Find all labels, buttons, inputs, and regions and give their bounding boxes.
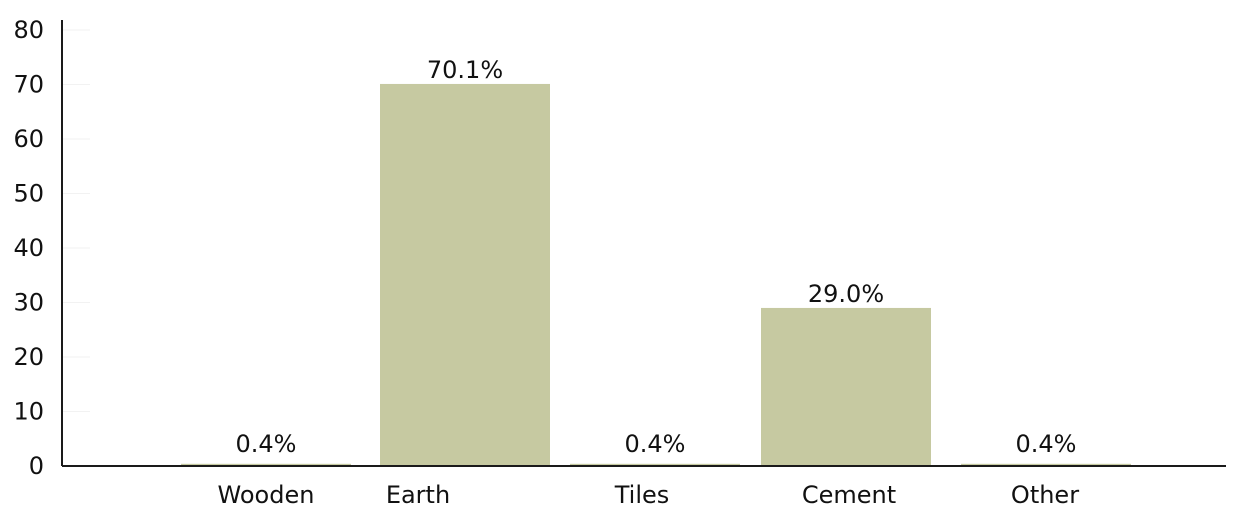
bar-other bbox=[961, 463, 1131, 466]
y-axis-ticks: 0 10 20 30 40 50 60 70 80 bbox=[13, 16, 90, 480]
bar-wooden bbox=[181, 463, 351, 466]
y-tick-label: 0 bbox=[29, 452, 44, 480]
data-label-cement: 29.0% bbox=[808, 280, 884, 308]
y-tick-label: 40 bbox=[13, 234, 44, 262]
y-tick-label: 10 bbox=[13, 398, 44, 426]
y-tick-label: 80 bbox=[13, 16, 44, 44]
y-tick-label: 70 bbox=[13, 71, 44, 99]
bar-cement bbox=[761, 307, 931, 466]
data-label-other: 0.4% bbox=[1016, 430, 1077, 458]
x-tick-label-wooden: Wooden bbox=[218, 481, 315, 506]
y-tick-label: 30 bbox=[13, 289, 44, 317]
y-tick-label: 60 bbox=[13, 125, 44, 153]
data-label-tiles: 0.4% bbox=[625, 430, 686, 458]
x-axis-labels: Wooden Earth Tiles Cement Other bbox=[218, 481, 1080, 506]
data-labels-group: 0.4% 70.1% 0.4% 29.0% 0.4% bbox=[236, 56, 1077, 458]
x-tick-label-other: Other bbox=[1011, 481, 1079, 506]
bars-group bbox=[181, 83, 1131, 466]
data-label-wooden: 0.4% bbox=[236, 430, 297, 458]
bar-tiles bbox=[570, 463, 740, 466]
y-tick-label: 20 bbox=[13, 343, 44, 371]
x-tick-label-earth: Earth bbox=[386, 481, 450, 506]
x-tick-label-tiles: Tiles bbox=[614, 481, 670, 506]
x-tick-label-cement: Cement bbox=[802, 481, 896, 506]
bar-earth bbox=[380, 83, 550, 466]
y-tick-label: 50 bbox=[13, 180, 44, 208]
data-label-earth: 70.1% bbox=[427, 56, 503, 84]
